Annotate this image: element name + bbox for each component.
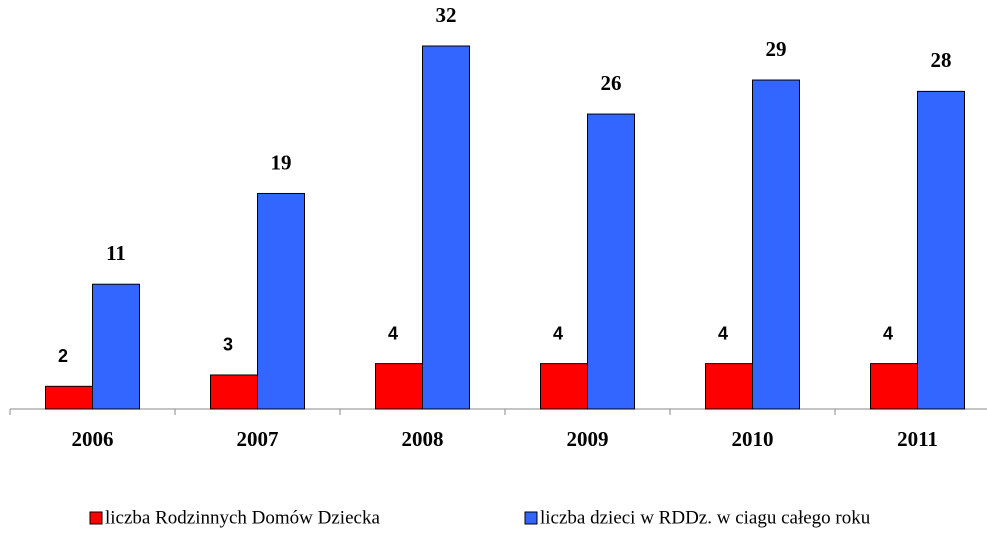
data-label: 26 [601, 71, 622, 95]
data-label: 29 [766, 37, 787, 61]
bar [540, 363, 588, 410]
data-label: 11 [106, 241, 126, 265]
bar [705, 363, 753, 410]
x-tick-label: 2007 [237, 427, 279, 451]
data-label: 2 [58, 346, 68, 366]
bar [870, 363, 918, 410]
data-label: 4 [718, 323, 728, 343]
bar [92, 283, 140, 410]
bar [422, 45, 470, 410]
data-label: 4 [883, 323, 893, 343]
data-label: 4 [553, 323, 563, 343]
bar [375, 363, 423, 410]
x-tick-label: 2009 [567, 427, 609, 451]
legend-swatch [89, 511, 103, 525]
data-label: 19 [271, 150, 292, 174]
legend-swatch [524, 511, 538, 525]
bar [45, 385, 93, 410]
data-label: 3 [223, 335, 233, 355]
bar [257, 192, 305, 410]
legend-label: liczba Rodzinnych Domów Dziecka [105, 507, 380, 528]
data-label: 28 [931, 48, 952, 72]
bar [917, 90, 965, 410]
x-tick-label: 2011 [897, 427, 938, 451]
x-tick-label: 2006 [72, 427, 114, 451]
x-tick-label: 2010 [732, 427, 774, 451]
legend-label: liczba dzieci w RDDz. w ciagu całego rok… [540, 507, 871, 528]
x-tick-label: 2008 [402, 427, 444, 451]
data-label: 4 [388, 323, 398, 343]
bar [752, 79, 800, 410]
data-label: 32 [436, 3, 457, 27]
bar [210, 374, 258, 410]
bar [587, 113, 635, 410]
